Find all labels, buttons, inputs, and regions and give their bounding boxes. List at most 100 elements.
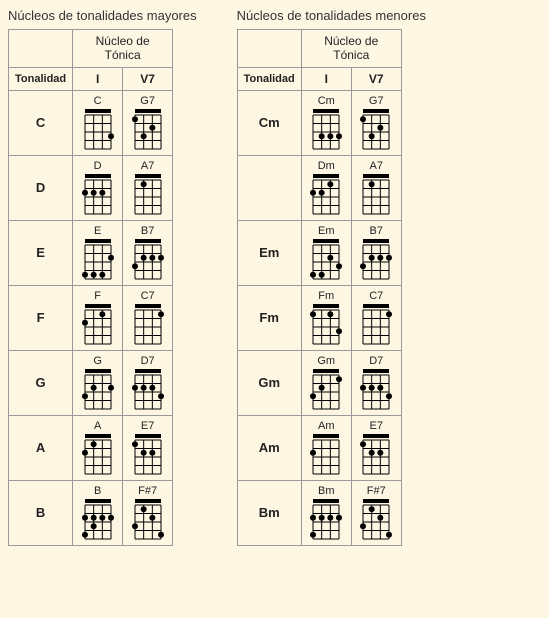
chord-label: B — [75, 485, 120, 497]
chord-label: C — [75, 95, 120, 107]
chord-cell: C — [73, 90, 123, 155]
key-cell: Gm — [237, 350, 301, 415]
chord-diagram — [81, 434, 115, 476]
chord-label: D7 — [125, 355, 170, 367]
chord-label: G7 — [354, 95, 399, 107]
table-row: BBF#7 — [9, 480, 173, 545]
major-column: Núcleos de tonalidades mayores Núcleo de… — [8, 8, 197, 546]
chord-cell: E7 — [123, 415, 173, 480]
chord-diagram — [81, 369, 115, 411]
chord-cell: A7 — [351, 155, 401, 220]
table-title: Núcleos de tonalidades menores — [237, 8, 426, 23]
chord-label: C7 — [125, 290, 170, 302]
chord-cell: C7 — [351, 285, 401, 350]
chord-diagram — [81, 239, 115, 281]
header-nucleo: Núcleo deTónica — [301, 30, 401, 68]
chord-cell: A7 — [123, 155, 173, 220]
chord-cell: G — [73, 350, 123, 415]
chord-cell: B7 — [123, 220, 173, 285]
chord-cell: D7 — [351, 350, 401, 415]
header-nucleo: Núcleo deTónica — [73, 30, 173, 68]
chord-cell: E — [73, 220, 123, 285]
chord-diagram — [81, 499, 115, 541]
chord-diagram — [309, 109, 343, 151]
chord-diagram — [131, 304, 165, 346]
key-cell: Fm — [237, 285, 301, 350]
chord-label: A7 — [354, 160, 399, 172]
chord-label: E7 — [125, 420, 170, 432]
table-row: CmCm G7 — [237, 90, 401, 155]
chord-cell: Dm — [301, 155, 351, 220]
chord-cell: F#7 — [123, 480, 173, 545]
chord-cell: F — [73, 285, 123, 350]
chord-diagram — [359, 434, 393, 476]
key-cell: C — [9, 90, 73, 155]
chord-cell: G7 — [123, 90, 173, 155]
chord-diagram — [359, 369, 393, 411]
key-cell: F — [9, 285, 73, 350]
chord-label: E7 — [354, 420, 399, 432]
chord-cell: Gm — [301, 350, 351, 415]
chord-cell: Em — [301, 220, 351, 285]
chord-diagram — [131, 174, 165, 216]
chord-diagram — [309, 239, 343, 281]
chord-label: G7 — [125, 95, 170, 107]
chord-diagram — [309, 304, 343, 346]
chord-diagram — [81, 109, 115, 151]
chord-cell: Cm — [301, 90, 351, 155]
table-row: BmBm F#7 — [237, 480, 401, 545]
chord-diagram — [81, 304, 115, 346]
chord-cell: Bm — [301, 480, 351, 545]
chord-cell: D7 — [123, 350, 173, 415]
table-row: FFC7 — [9, 285, 173, 350]
table-row: GmGm D7 — [237, 350, 401, 415]
chord-label: Dm — [304, 160, 349, 172]
chord-label: F#7 — [125, 485, 170, 497]
table-row: AAE7 — [9, 415, 173, 480]
table-row: AmAm E7 — [237, 415, 401, 480]
chord-diagram — [81, 174, 115, 216]
header-degree: V7 — [351, 67, 401, 90]
chord-label: Gm — [304, 355, 349, 367]
header-degree: I — [73, 67, 123, 90]
chord-label: Cm — [304, 95, 349, 107]
chord-diagram — [131, 499, 165, 541]
chord-label: Bm — [304, 485, 349, 497]
chord-diagram — [131, 434, 165, 476]
header-tonalidad: Tonalidad — [9, 67, 73, 90]
table-row: EEB7 — [9, 220, 173, 285]
main-wrap: Núcleos de tonalidades mayores Núcleo de… — [8, 8, 541, 546]
header-degree: V7 — [123, 67, 173, 90]
chord-diagram — [359, 304, 393, 346]
key-cell: G — [9, 350, 73, 415]
chord-cell: D — [73, 155, 123, 220]
table-row: Dm A7 — [237, 155, 401, 220]
table-title: Núcleos de tonalidades mayores — [8, 8, 197, 23]
key-cell: Em — [237, 220, 301, 285]
chord-cell: G7 — [351, 90, 401, 155]
chord-label: D — [75, 160, 120, 172]
chord-diagram — [359, 109, 393, 151]
chord-label: F#7 — [354, 485, 399, 497]
chord-cell: B7 — [351, 220, 401, 285]
key-cell: Bm — [237, 480, 301, 545]
chord-label: D7 — [354, 355, 399, 367]
chord-diagram — [131, 239, 165, 281]
table-row: EmEmB7 — [237, 220, 401, 285]
chord-label: G — [75, 355, 120, 367]
table-row: FmFmC7 — [237, 285, 401, 350]
chord-diagram — [131, 109, 165, 151]
chord-diagram — [359, 239, 393, 281]
key-cell: Cm — [237, 90, 301, 155]
chord-table: Núcleo deTónicaTonalidadIV7CCG7DDA7EEB7F… — [8, 29, 173, 546]
chord-label: B7 — [125, 225, 170, 237]
key-cell — [237, 155, 301, 220]
chord-cell: Am — [301, 415, 351, 480]
chord-cell: E7 — [351, 415, 401, 480]
chord-label: E — [75, 225, 120, 237]
header-blank — [237, 30, 301, 68]
key-cell: Am — [237, 415, 301, 480]
chord-cell: Fm — [301, 285, 351, 350]
table-row: GG D7 — [9, 350, 173, 415]
chord-label: Am — [304, 420, 349, 432]
